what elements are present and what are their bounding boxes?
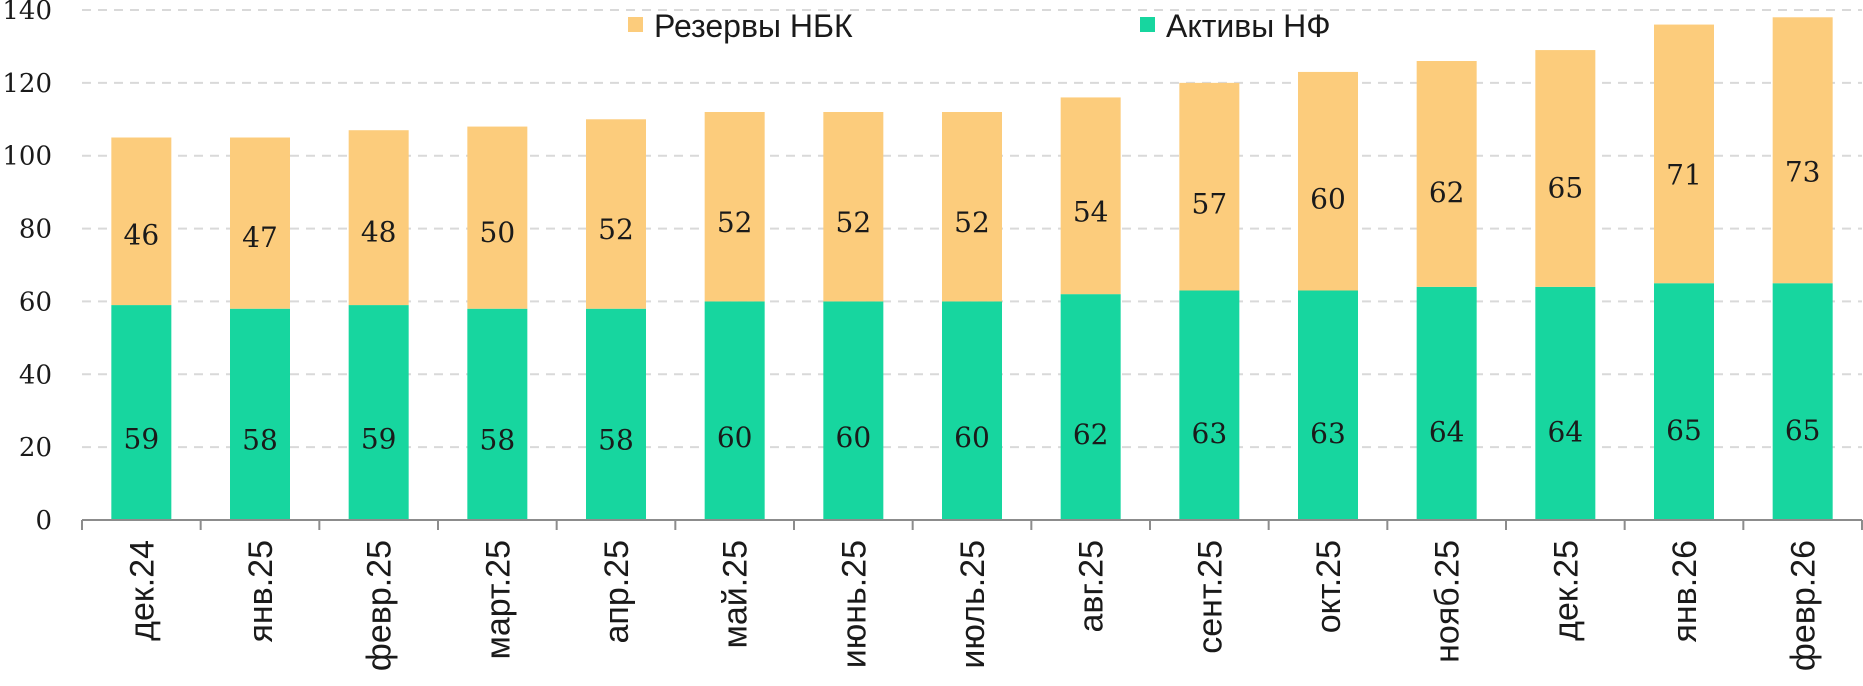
y-tick-label: 140 [2,0,52,26]
bar-rezervy-nbk [942,112,1002,302]
data-label: 60 [836,421,872,454]
x-tick-label: февр.25 [361,540,399,671]
y-tick-label: 20 [19,433,52,463]
bar-rezervy-nbk [467,126,528,309]
data-label: 62 [1073,418,1109,451]
data-label: 52 [954,206,990,239]
data-label: 59 [361,422,397,455]
bar-aktivy-nf [1060,294,1121,520]
data-label: 59 [124,422,160,455]
data-label: 52 [717,206,753,239]
bar-aktivy-nf [1416,286,1477,520]
data-label: 65 [1666,414,1702,447]
bar-rezervy-nbk [1179,82,1240,291]
bar-rezervy-nbk [704,112,765,302]
data-labels: 59 46 58 47 59 48 58 50 58 52 60 52 60 52 60 52 62 54 63 57… [124,156,1821,457]
data-label: 60 [1310,183,1346,216]
legend-label: Активы НФ [1166,8,1331,44]
data-label: 73 [1785,156,1821,189]
y-tick-label: 100 [2,142,52,172]
x-tick-label: авг.25 [1073,540,1111,633]
y-tick-label: 40 [19,360,52,390]
x-tick-label: нояб.25 [1429,540,1467,663]
x-tick-label: июль.25 [954,540,992,669]
data-label: 60 [954,421,990,454]
bar-aktivy-nf [704,301,765,520]
bar-aktivy-nf [1654,283,1714,520]
x-tick-label: сент.25 [1191,540,1229,654]
data-label: 62 [1429,176,1465,209]
bar-aktivy-nf [942,301,1002,520]
bar-aktivy-nf [111,305,172,520]
data-label: 60 [717,421,753,454]
bar-rezervy-nbk [1654,24,1714,284]
bar-aktivy-nf [823,301,884,520]
legend-swatch [1140,17,1155,32]
y-tick-label: 80 [19,215,52,245]
data-label: 47 [242,221,278,254]
x-tick-label: янв.26 [1666,540,1704,643]
bar-aktivy-nf [348,305,409,520]
bar-aktivy-nf [1535,286,1596,520]
bar-rezervy-nbk [1772,17,1833,284]
data-label: 57 [1192,187,1228,220]
legend: Резервы НБК Активы НФ [628,8,1331,44]
x-tick-label: дек.24 [123,540,161,641]
x-tick-label: май.25 [717,540,755,649]
data-label: 58 [598,424,634,457]
x-tick-label: дек.25 [1547,540,1585,641]
x-tick-label: июнь.25 [835,540,873,668]
data-label: 48 [361,216,397,249]
data-label: 71 [1666,159,1702,192]
data-label: 63 [1192,417,1228,450]
bar-rezervy-nbk [586,119,646,309]
bar-aktivy-nf [230,308,290,520]
bar-rezervy-nbk [1535,50,1596,287]
data-label: 58 [242,424,278,457]
legend-swatch [628,17,643,32]
axes: 0 20 40 60 80 100 120 140 дек.24 янв.25 февр.25 мар… [2,0,1863,671]
data-label: 52 [836,206,872,239]
bar-rezervy-nbk [823,112,884,302]
x-tick-label: март.25 [479,540,517,660]
data-label: 52 [598,213,634,246]
data-label: 64 [1548,415,1584,448]
x-tick-label: февр.26 [1785,540,1823,671]
x-tick-label: окт.25 [1310,540,1348,633]
bar-rezervy-nbk [230,137,290,309]
bar-aktivy-nf [586,308,646,520]
data-label: 50 [480,216,516,249]
y-tick-label: 0 [35,506,52,536]
bar-aktivy-nf [467,308,528,520]
data-label: 46 [124,219,160,252]
data-label: 65 [1785,414,1821,447]
x-tick-label: янв.25 [242,540,280,643]
bar-aktivy-nf [1772,283,1833,520]
legend-label: Резервы НБК [654,8,853,44]
bar-rezervy-nbk [1060,97,1121,295]
data-label: 64 [1429,415,1465,448]
data-label: 63 [1310,417,1346,450]
bar-rezervy-nbk [348,130,409,306]
y-tick-label: 60 [19,287,52,317]
bar-aktivy-nf [1179,290,1240,520]
x-tick-label: апр.25 [598,540,636,644]
bar-rezervy-nbk [1298,71,1358,291]
bar-rezervy-nbk [111,137,172,306]
data-label: 65 [1548,171,1584,204]
data-label: 54 [1073,196,1109,229]
bars [111,17,1833,520]
bar-aktivy-nf [1298,290,1358,520]
data-label: 58 [480,424,516,457]
y-tick-label: 120 [2,69,52,99]
bar-rezervy-nbk [1416,61,1477,287]
